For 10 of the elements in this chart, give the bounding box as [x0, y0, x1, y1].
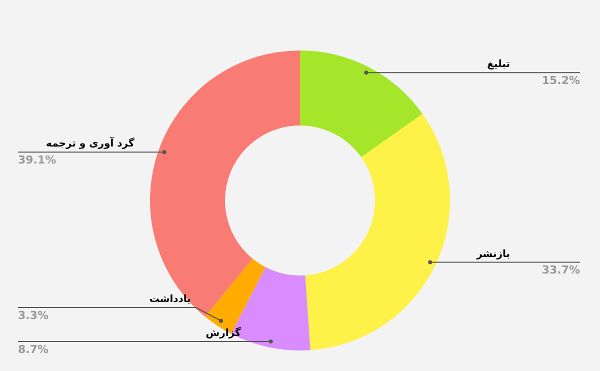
slice-label: یادداشت	[149, 294, 192, 306]
slice-label: بازنشر	[476, 248, 510, 260]
data-label: 15.2%	[542, 74, 580, 87]
slice-label: تبلیغ	[487, 59, 510, 70]
data-label: 3.3%	[18, 308, 49, 322]
data-label: 33.7%	[542, 264, 580, 277]
data-label: 39.1%	[18, 154, 56, 167]
slice-label: گرد آوری و ترجمه	[46, 136, 135, 150]
slice-label: گزارش	[206, 326, 241, 340]
data-label: 8.7%	[18, 342, 49, 356]
